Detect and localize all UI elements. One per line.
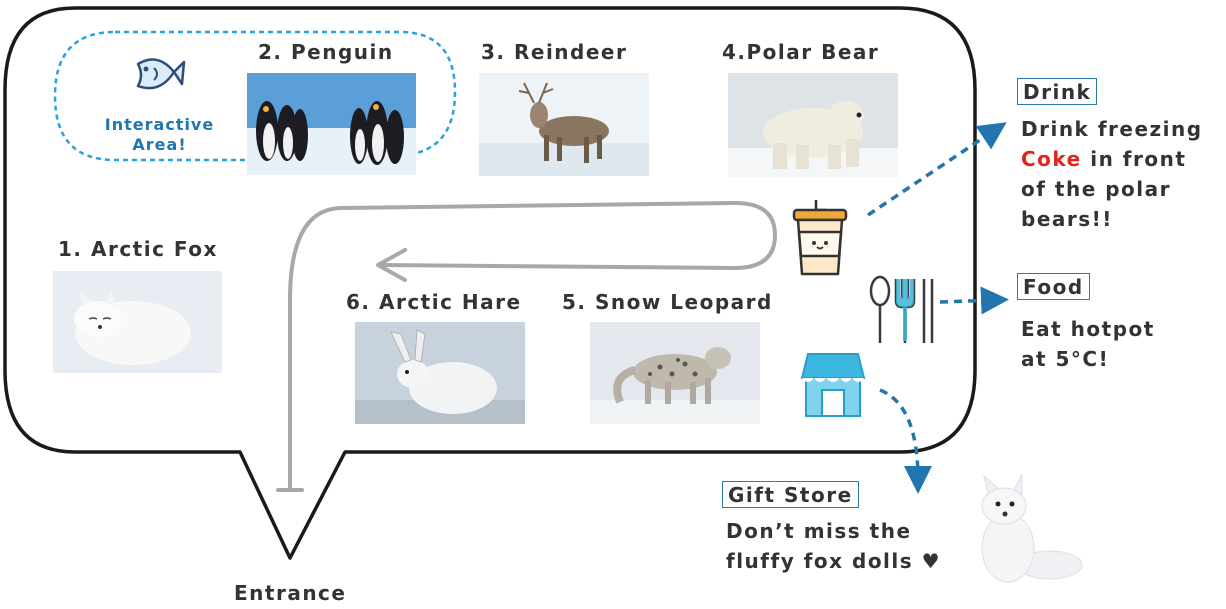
arctic-fox-photo[interactable] <box>53 271 222 373</box>
reindeer-label: 3. Reindeer <box>481 40 628 64</box>
bubble-outline <box>3 6 977 560</box>
coke-highlight: Coke <box>1021 147 1082 171</box>
penguin-label: 2. Penguin <box>258 40 394 64</box>
food-title: Food <box>1017 273 1090 300</box>
gift-store-description: Don’t miss the fluffy fox dolls ♥ <box>726 519 942 573</box>
drink-title: Drink <box>1017 78 1098 105</box>
interactive-area-outline <box>53 30 457 162</box>
entrance-label: Entrance <box>234 581 347 605</box>
polar-bear-label: 4.Polar Bear <box>722 40 880 64</box>
drink-description: Drink freezing Coke in front of the pola… <box>1021 117 1203 231</box>
drink-cup-icon <box>790 198 850 278</box>
fish-icon <box>130 50 186 100</box>
interactive-area-label[interactable]: Interactive Area! <box>104 115 215 154</box>
fox-doll-photo[interactable] <box>960 470 1085 595</box>
penguin-photo[interactable] <box>247 73 416 175</box>
connectors <box>867 122 1009 494</box>
visit-route <box>276 201 777 492</box>
snow-leopard-photo[interactable] <box>590 322 760 424</box>
snow-leopard-label: 5. Snow Leopard <box>562 290 773 314</box>
food-description: Eat hotpot at 5°C! <box>1021 317 1155 371</box>
store-icon <box>800 350 866 418</box>
arctic-hare-photo[interactable] <box>355 322 525 424</box>
arctic-hare-label: 6. Arctic Hare <box>346 290 522 314</box>
arctic-fox-label: 1. Arctic Fox <box>58 237 218 261</box>
gift-store-title: Gift Store <box>722 481 859 508</box>
cutlery-icon <box>866 275 938 347</box>
polar-bear-photo[interactable] <box>728 73 898 177</box>
reindeer-photo[interactable] <box>479 73 649 176</box>
